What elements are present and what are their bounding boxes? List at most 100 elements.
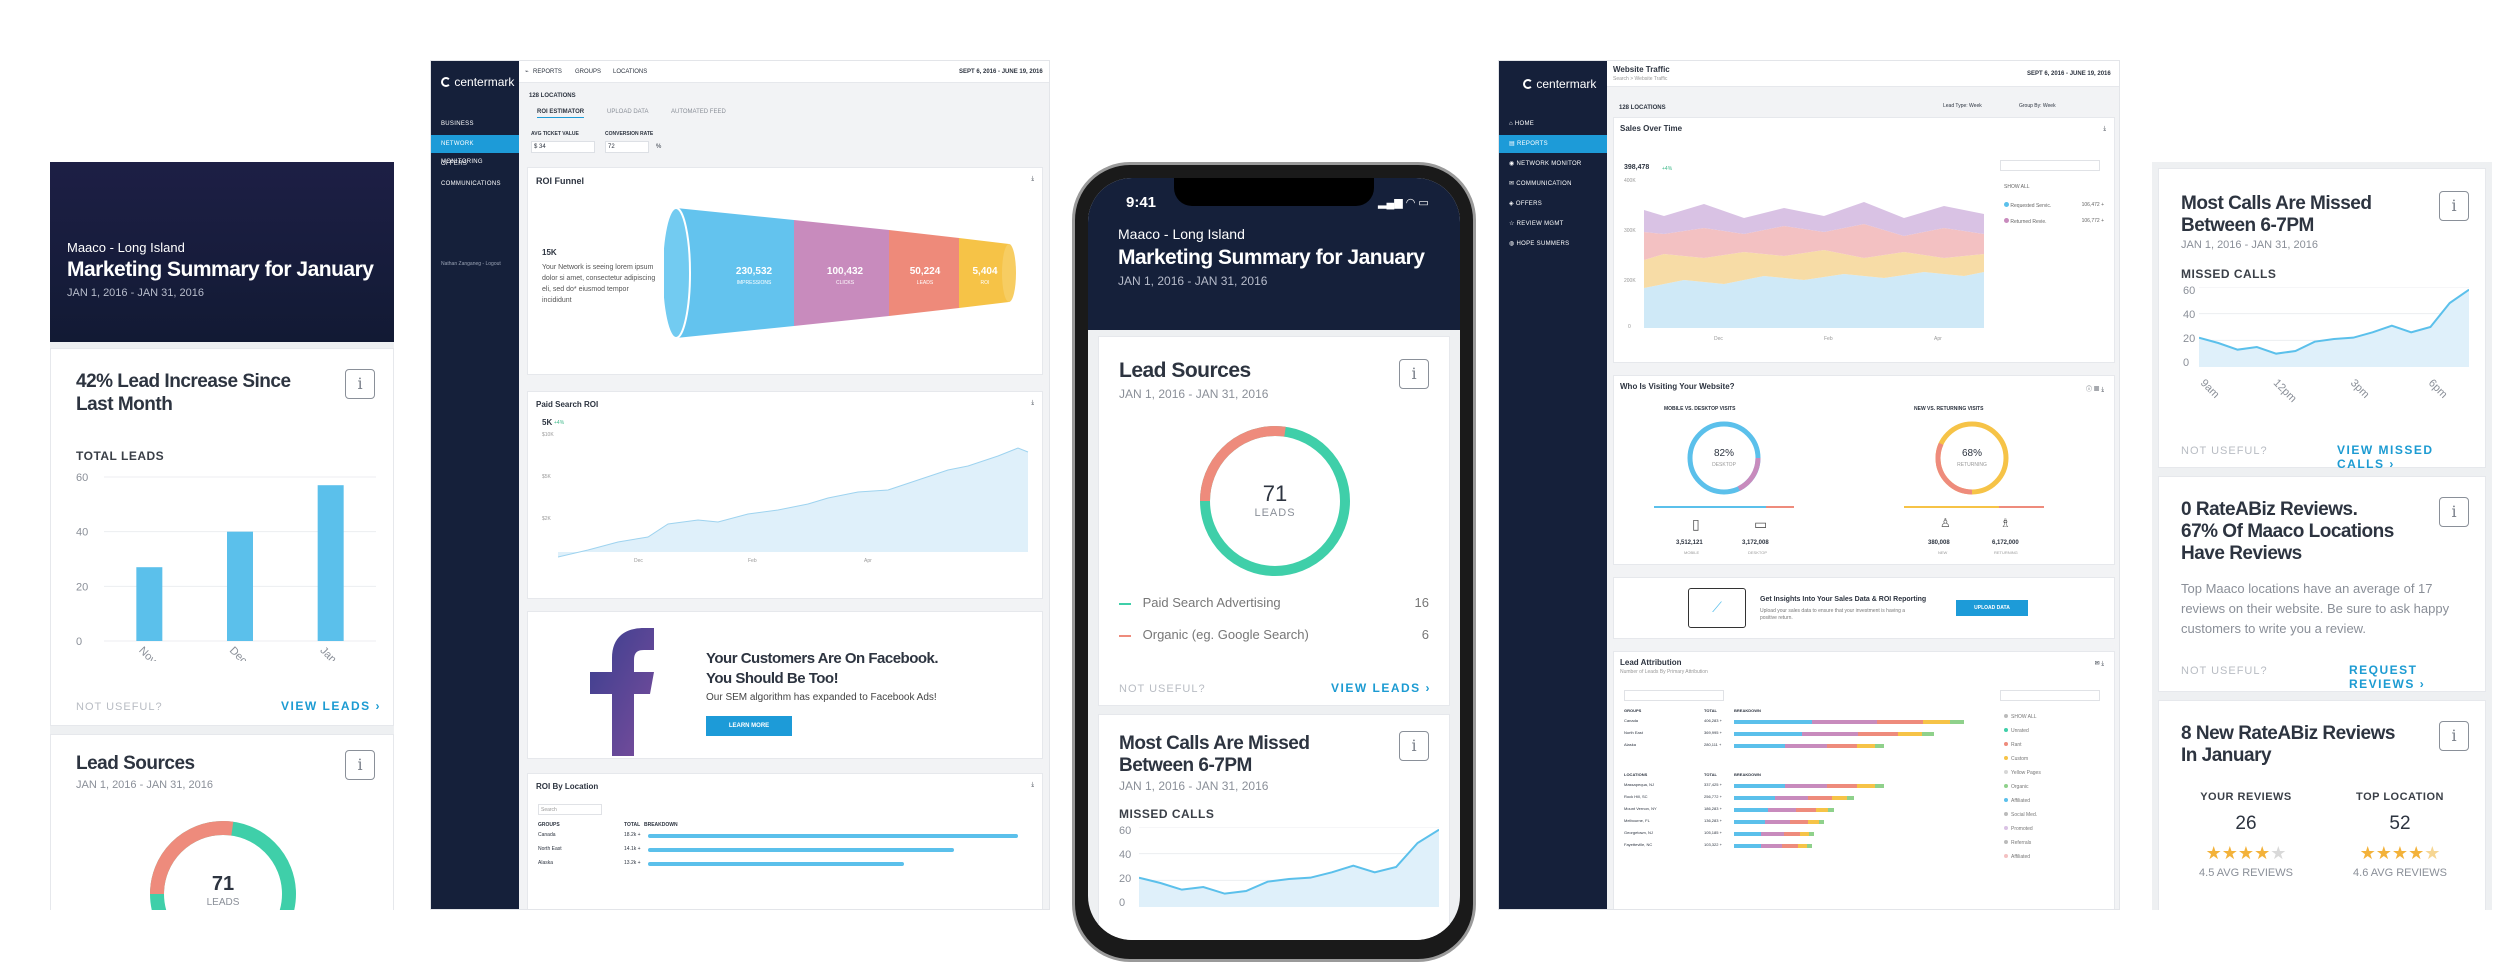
info-icon[interactable]: i [2439, 497, 2469, 527]
group-by-select[interactable]: Group By: Week [2019, 103, 2056, 109]
legend-item[interactable]: Organic [2004, 784, 2029, 790]
percent-unit: % [656, 144, 662, 150]
sidebar-item-communication[interactable]: ✉ COMMUNICATION [1499, 175, 1607, 193]
tab-roi-estimator[interactable]: ROI ESTIMATOR [537, 109, 585, 118]
download-icon[interactable]: ⤓ [1031, 400, 1034, 406]
legend-item[interactable]: SHOW ALL [2004, 714, 2037, 720]
page-title: Website Traffic [1613, 65, 1670, 74]
info-icon[interactable]: i [1399, 731, 1429, 761]
col-breakdown: BREAKDOWN [1734, 708, 1761, 713]
legend-item[interactable]: Affiliated [2004, 798, 2030, 804]
mobile-vs-desktop-label: MOBILE VS. DESKTOP VISITS [1664, 406, 1736, 412]
sidebar-footer[interactable]: Nathan Zanganeg - Logout [441, 261, 501, 267]
legend-item[interactable]: Affiliated [2004, 854, 2030, 860]
legend-item[interactable]: Yellow Pages [2004, 770, 2041, 776]
tab-upload-data[interactable]: UPLOAD DATA [607, 109, 649, 115]
legend-item[interactable]: Promoted [2004, 826, 2033, 832]
table-row[interactable]: North East 14.1k + [538, 846, 1038, 856]
legend-show-all[interactable]: SHOW ALL [2004, 184, 2030, 190]
info-icon[interactable]: i [345, 369, 375, 399]
conversion-rate-input[interactable]: 72 [605, 141, 649, 153]
learn-more-button[interactable]: LEARN MORE [706, 716, 792, 736]
sidebar-item-network-monitor[interactable]: ◉ NETWORK MONITOR [1499, 155, 1607, 173]
download-icon[interactable]: ⤓ [1031, 782, 1034, 788]
not-useful-link[interactable]: NOT USEFUL? [1119, 683, 1206, 695]
mobile-icon: ▯ [1692, 516, 1700, 532]
legend-item[interactable]: Requested Servic. 106,472 + [2004, 202, 2104, 209]
sidebar-item-offers[interactable]: ◈ OFFERS [1499, 195, 1607, 213]
card-actions-icons[interactable]: ⓘ ▦ ⤓ [2086, 387, 2104, 393]
x-tick: 12pm [2270, 377, 2299, 405]
missed-calls-card: Most Calls Are Missed Between 6-7PM JAN … [2158, 168, 2486, 471]
view-missed-calls-link[interactable]: VIEW MISSED CALLS › [2337, 443, 2485, 471]
half-star-icon: ★ [2270, 843, 2287, 863]
table-row[interactable]: Rock Hill, SC 256,772 + [1624, 794, 1984, 804]
table-row[interactable]: Alaska 280,111 + [1624, 742, 1984, 752]
info-icon[interactable]: i [345, 750, 375, 780]
not-useful-link[interactable]: NOT USEFUL? [2181, 445, 2268, 457]
request-reviews-link[interactable]: REQUEST REVIEWS › [2349, 663, 2485, 691]
logo: centermark [441, 75, 514, 89]
sidebar-item-home[interactable]: ⌂ HOME [1499, 115, 1607, 133]
chevron-right-icon: › [375, 699, 382, 713]
table-row[interactable]: Mount Vernon, NY 186,283 + [1624, 806, 1984, 816]
search-input[interactable]: Search [538, 804, 602, 815]
table-row[interactable]: Massapequa, NJ 337,425 + [1624, 782, 1984, 792]
legend-item[interactable]: Unrated [2004, 728, 2029, 734]
card-title: 8 New RateABiz Reviews [2181, 723, 2395, 744]
y-tick: 300K [1624, 228, 1636, 234]
legend-item[interactable]: Referrals [2004, 840, 2031, 846]
tab-automated-feed[interactable]: AUTOMATED FEED [671, 109, 726, 115]
breakdown-segment [1796, 808, 1816, 812]
info-icon[interactable]: i [2439, 191, 2469, 221]
nav-locations[interactable]: LOCATIONS [613, 69, 648, 75]
date-range-picker[interactable]: SEPT 6, 2016 - JUNE 19, 2016 [959, 69, 1043, 75]
table-row[interactable]: Melbourne, FL 136,283 + [1624, 818, 1984, 828]
view-leads-link[interactable]: VIEW LEADS › [281, 699, 381, 713]
breakdown-segment [1828, 808, 1834, 812]
new-user-icon: ♙ [1940, 516, 1951, 530]
legend-item[interactable]: Rant [2004, 742, 2022, 748]
date-range-picker[interactable]: SEPT 6, 2016 - JUNE 19, 2016 [2027, 71, 2111, 77]
legend-item[interactable]: Social Med. [2004, 812, 2037, 818]
legend-item[interactable]: Custom [2004, 756, 2028, 762]
bar [136, 567, 163, 641]
view-leads-link[interactable]: VIEW LEADS › [1331, 681, 1431, 695]
sidebar-item-communications[interactable]: COMMUNICATIONS [441, 181, 501, 187]
legend-item[interactable]: Returned Revie. 106,772 + [2004, 218, 2104, 225]
table-row[interactable]: Canada 18.2k + [538, 832, 1038, 842]
nav-reports[interactable]: REPORTS [533, 69, 562, 75]
table-row[interactable]: Fayetteville, NC 103,322 + [1624, 842, 1984, 852]
info-icon[interactable]: i [1399, 359, 1429, 389]
sidebar-item-network-monitoring[interactable]: NETWORK MONITORING [431, 135, 519, 165]
nav-groups[interactable]: GROUPS [575, 69, 602, 75]
legend-search-input[interactable] [2000, 160, 2100, 171]
table-row[interactable]: Georgetown, NJ 105,185 + [1624, 830, 1984, 840]
status-icons: ▂▄▆ ◠ ▭ [1378, 197, 1429, 209]
breakdown-segment [1789, 820, 1808, 824]
new-reviews-card: 8 New RateABiz Reviews In January i YOUR… [2158, 700, 2486, 910]
table-row[interactable]: Canada 406,283 + [1624, 718, 1984, 728]
download-icon[interactable]: ⤓ [2103, 126, 2106, 132]
table-row[interactable]: Alaska 13.2k + [538, 860, 1038, 870]
sidebar-item-user[interactable]: ◍ HOPE SUMMERS [1499, 235, 1607, 253]
paid-value: 5K [542, 418, 553, 427]
download-icon[interactable]: ⤓ [1031, 176, 1034, 182]
info-icon[interactable]: i [2439, 721, 2469, 751]
sidebar-item-business-intelligence[interactable]: BUSINESS INTELLIGENCE [441, 121, 488, 145]
not-useful-link[interactable]: NOT USEFUL? [2181, 665, 2268, 677]
sidebar-item-reports[interactable]: ▤ REPORTS [1499, 135, 1607, 153]
tag-icon: ◈ [1509, 201, 1514, 207]
not-useful-link[interactable]: NOT USEFUL? [76, 701, 163, 713]
legend-label: Referrals [2011, 840, 2032, 846]
sidebar-item-offers[interactable]: OFFERS [441, 161, 468, 167]
card-title-line2: In January [2181, 745, 2272, 766]
table-row[interactable]: North East 369,995 + [1624, 730, 1984, 740]
avg-ticket-input[interactable]: $ 34 [531, 141, 595, 153]
card-actions-icons[interactable]: ✉ ⤓ [2094, 661, 2104, 667]
legend-search-input[interactable] [2000, 690, 2100, 701]
lead-type-select[interactable]: Lead Type: Week [1943, 103, 1982, 109]
upload-data-button[interactable]: UPLOAD DATA [1956, 600, 2028, 616]
sidebar-item-review-mgmt[interactable]: ☆ REVIEW MGMT [1499, 215, 1607, 233]
search-input[interactable] [1624, 690, 1724, 701]
